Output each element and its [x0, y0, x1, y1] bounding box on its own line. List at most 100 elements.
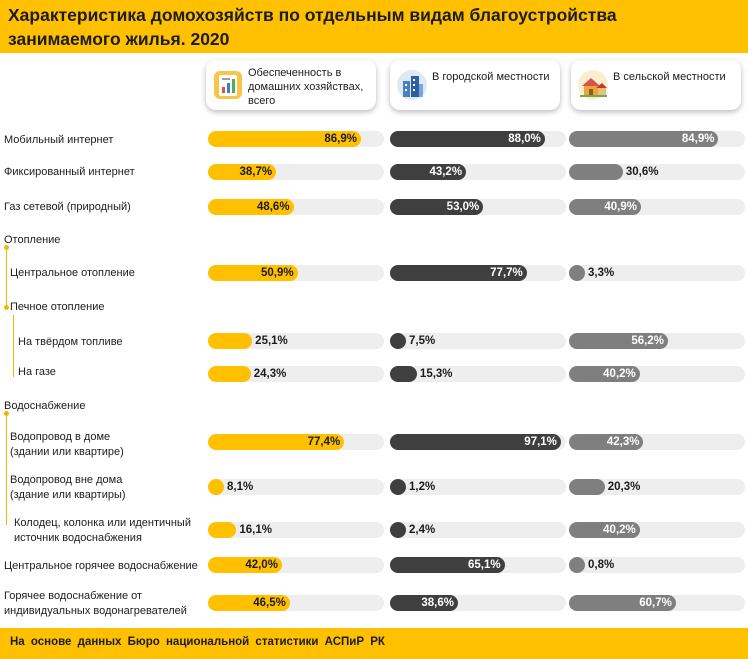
bar-total — [208, 164, 277, 180]
row-label-solid-fuel: На твёрдом топливе — [18, 336, 123, 348]
bar-total — [208, 199, 294, 215]
bar-track-urban: 43,2% — [390, 164, 566, 180]
bar-track-urban: 53,0% — [390, 199, 566, 215]
bar-total — [208, 131, 361, 147]
column-header-rural: В сельской местности — [571, 60, 741, 110]
row-label-well: Колодец, колонка или идентичный источник… — [14, 517, 191, 544]
bar-track-total: 48,6% — [208, 199, 384, 215]
bar-rural — [569, 333, 668, 349]
row-label-gas: Газ сетевой (природный) — [4, 201, 131, 213]
bar-value-label: 50,9% — [260, 267, 294, 279]
row-label-water-supply: Водоснабжение — [4, 400, 86, 412]
title-bar: Характеристика домохозяйств по отдельным… — [0, 0, 748, 53]
bar-value-label: 7,5% — [409, 335, 436, 347]
bar-track-rural: 40,2% — [569, 522, 745, 538]
bar-rural — [569, 164, 623, 180]
bar-value-label: 84,9% — [681, 133, 715, 145]
bar-track-total: 77,4% — [208, 434, 384, 450]
row-label-water-outside: Водопровод вне дома (здание или квартиры… — [10, 474, 126, 501]
bar-track-urban: 88,0% — [390, 131, 566, 147]
bar-track-total: 50,9% — [208, 265, 384, 281]
row-label-water-in-house: Водопровод в доме (здании или квартире) — [10, 431, 124, 458]
bar-track-urban: 65,1% — [390, 557, 566, 573]
bar-urban — [390, 131, 545, 147]
bar-urban — [390, 595, 458, 611]
bar-track-total: 86,9% — [208, 131, 384, 147]
bar-rural — [569, 479, 605, 495]
bar-rural — [569, 366, 640, 382]
bar-value-label: 38,7% — [239, 166, 273, 178]
village-house-icon — [578, 70, 608, 100]
bar-value-label: 2,4% — [409, 524, 436, 536]
bar-track-total: 46,5% — [208, 595, 384, 611]
bar-track-total: 16,1% — [208, 522, 384, 538]
bar-value-label: 8,1% — [227, 481, 254, 493]
row-label-central-hot-water: Центральное горячее водоснабжение — [4, 560, 198, 572]
bar-urban — [390, 522, 406, 538]
bar-value-label: 15,3% — [419, 368, 453, 380]
bar-value-label: 0,8% — [588, 559, 615, 571]
bar-rural — [569, 131, 719, 147]
bar-value-label: 65,1% — [467, 559, 501, 571]
bar-value-label: 42,3% — [606, 436, 640, 448]
bar-value-label: 24,3% — [253, 368, 287, 380]
column-header-urban: В городской местности — [390, 60, 560, 110]
bar-value-label: 77,4% — [307, 436, 341, 448]
row-label-central-heating: Центральное отопление — [10, 267, 135, 279]
bar-value-label: 1,2% — [409, 481, 436, 493]
bar-track-urban: 15,3% — [390, 366, 566, 382]
column-label-total: Обеспеченность в домашних хозяйствах, вс… — [248, 67, 364, 107]
analytics-report-icon — [214, 71, 242, 99]
row-label-heating: Отопление — [4, 234, 61, 246]
bar-rural — [569, 199, 641, 215]
bar-track-total: 24,3% — [208, 366, 384, 382]
bar-track-rural: 56,2% — [569, 333, 745, 349]
page-title: Характеристика домохозяйств по отдельным… — [8, 5, 617, 49]
bar-value-label: 40,2% — [603, 524, 636, 536]
bar-value-label: 60,7% — [639, 597, 672, 609]
source-note: На основе данных Бюро национальной стати… — [10, 636, 385, 648]
bar-track-total: 25,1% — [208, 333, 384, 349]
water-tree-line — [6, 413, 7, 525]
bar-track-total: 38,7% — [208, 164, 384, 180]
bar-urban — [390, 199, 484, 215]
water-tree-dot — [4, 411, 9, 416]
bar-value-label: 16,1% — [239, 524, 272, 536]
bar-value-label: 30,6% — [625, 166, 659, 178]
bar-track-rural: 60,7% — [569, 595, 745, 611]
bar-value-label: 56,2% — [631, 335, 664, 347]
bar-rural — [569, 557, 585, 573]
bar-track-urban: 2,4% — [390, 522, 566, 538]
bar-track-rural: 20,3% — [569, 479, 745, 495]
bar-value-label: 40,2% — [603, 368, 636, 380]
bar-value-label: 25,1% — [255, 335, 288, 347]
bar-total — [208, 265, 298, 281]
bar-track-urban: 97,1% — [390, 434, 566, 450]
bar-track-total: 42,0% — [208, 557, 384, 573]
bar-rural — [569, 434, 644, 450]
column-label-urban: В городской местности — [432, 71, 550, 83]
bar-total — [208, 333, 253, 349]
column-label-rural: В сельской местности — [613, 71, 726, 83]
city-buildings-icon — [397, 70, 427, 100]
bar-value-label: 3,3% — [588, 267, 615, 279]
bar-value-label: 20,3% — [607, 481, 641, 493]
bar-urban — [390, 164, 467, 180]
heating-tree-line — [6, 247, 7, 307]
bar-track-rural: 84,9% — [569, 131, 745, 147]
bar-rural — [569, 265, 585, 281]
bar-total — [208, 434, 345, 450]
bar-track-rural: 0,8% — [569, 557, 745, 573]
row-label-individual-hot-water: Горячее водоснабжение от индивидуальных … — [4, 590, 187, 617]
bar-total — [208, 595, 290, 611]
bar-total — [208, 557, 282, 573]
bar-rural — [569, 595, 676, 611]
bar-track-rural: 3,3% — [569, 265, 745, 281]
bar-value-label: 46,5% — [253, 597, 286, 609]
bar-urban — [390, 333, 406, 349]
bar-track-urban: 77,7% — [390, 265, 566, 281]
bar-track-urban: 38,6% — [390, 595, 566, 611]
bar-track-rural: 40,9% — [569, 199, 745, 215]
bar-value-label: 38,6% — [421, 597, 454, 609]
bar-value-label: 53,0% — [446, 201, 480, 213]
